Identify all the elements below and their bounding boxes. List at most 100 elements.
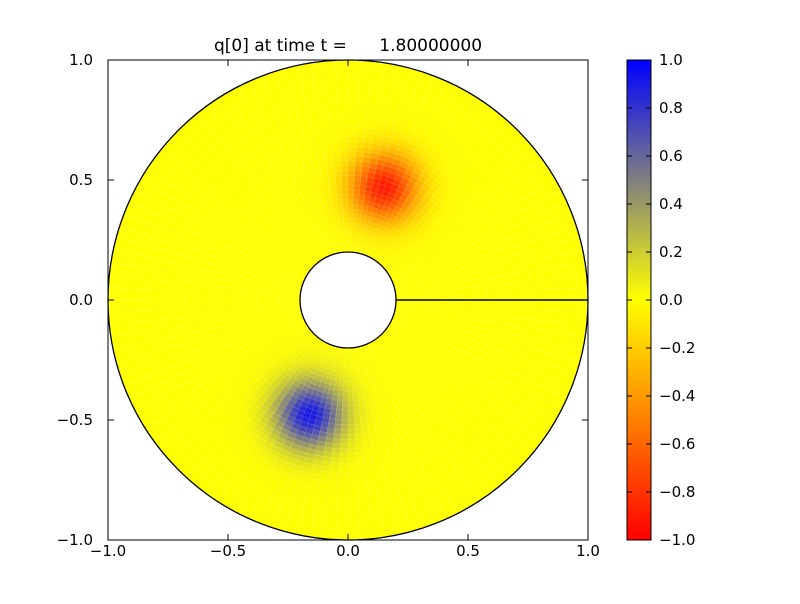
field-cell xyxy=(247,295,252,300)
field-cell xyxy=(348,218,352,223)
field-cell xyxy=(330,462,339,467)
field-cell xyxy=(521,300,526,309)
field-cell xyxy=(348,449,356,454)
field-cell xyxy=(257,300,262,305)
field-cell xyxy=(344,362,348,367)
field-cell xyxy=(501,292,506,300)
field-cell xyxy=(243,305,248,311)
field-cell xyxy=(359,400,365,405)
field-cell xyxy=(348,103,358,108)
field-cell xyxy=(420,292,425,296)
field-cell xyxy=(214,293,219,300)
field-cell xyxy=(352,381,357,386)
field-cell xyxy=(332,151,340,156)
field-cell xyxy=(352,219,357,224)
field-cell xyxy=(338,113,348,118)
field-cell xyxy=(348,401,354,406)
field-cell xyxy=(339,127,348,132)
field-cell xyxy=(348,487,358,492)
field-cell xyxy=(344,223,348,228)
field-cell xyxy=(336,530,348,535)
field-cell xyxy=(218,300,223,307)
field-cell xyxy=(295,300,300,303)
field-cell xyxy=(348,94,359,99)
field-cell xyxy=(342,415,348,420)
field-cell xyxy=(353,199,359,204)
field-cell xyxy=(342,410,348,415)
field-cell xyxy=(472,307,477,314)
field-cell xyxy=(342,405,348,410)
field-cell xyxy=(355,161,363,166)
field-cell xyxy=(341,425,348,430)
field-cell xyxy=(449,300,454,306)
field-cell xyxy=(344,367,348,372)
field-cell xyxy=(348,410,354,415)
field-cell xyxy=(348,122,357,127)
field-cell xyxy=(339,468,348,473)
field-cell xyxy=(341,166,348,171)
field-cell xyxy=(348,214,353,219)
field-cell xyxy=(354,190,360,195)
field-cell xyxy=(267,304,272,309)
field-cell xyxy=(336,185,342,190)
field-cell xyxy=(194,300,199,308)
field-cell xyxy=(348,482,358,487)
field-cell xyxy=(525,300,530,310)
field-cell xyxy=(335,175,342,180)
field-cell xyxy=(333,434,341,439)
field-cell xyxy=(348,372,352,377)
field-cell xyxy=(335,180,342,185)
field-cell xyxy=(257,286,262,291)
field-cell xyxy=(348,65,360,70)
field-cell xyxy=(348,377,352,382)
field-cell xyxy=(343,396,348,401)
field-cell xyxy=(267,291,272,296)
field-cell xyxy=(458,300,463,306)
field-cell xyxy=(204,300,209,308)
field-cell xyxy=(348,530,360,535)
field-cell xyxy=(569,300,574,312)
field-cell xyxy=(348,74,360,79)
field-cell xyxy=(166,300,171,310)
field-cell xyxy=(348,396,353,401)
field-cell xyxy=(434,290,439,295)
field-cell xyxy=(243,289,248,295)
field-cell xyxy=(336,525,348,530)
field-cell xyxy=(491,284,496,292)
field-cell xyxy=(209,293,214,300)
field-cell xyxy=(424,291,429,296)
field-cell xyxy=(342,401,348,406)
field-cell xyxy=(132,289,137,300)
field-cell xyxy=(348,142,356,147)
field-cell xyxy=(486,307,491,315)
field-cell xyxy=(118,300,123,312)
field-cell xyxy=(448,283,453,289)
field-cell xyxy=(228,306,233,313)
field-cell xyxy=(127,288,132,300)
field-cell xyxy=(156,300,161,310)
field-cell xyxy=(348,362,352,367)
field-cell xyxy=(175,309,180,318)
field-cell xyxy=(199,284,204,292)
field-cell xyxy=(262,291,267,296)
field-cell xyxy=(453,306,458,312)
field-cell xyxy=(348,429,355,434)
field-cell xyxy=(223,293,228,300)
field-cell xyxy=(348,463,357,468)
field-cell xyxy=(113,300,118,312)
field-cell xyxy=(482,293,487,300)
field-cell xyxy=(341,420,348,425)
field-cell xyxy=(356,142,365,147)
field-cell xyxy=(472,286,477,293)
field-cell xyxy=(501,300,506,308)
field-cell xyxy=(248,310,253,316)
field-cell xyxy=(333,390,338,395)
field-cell xyxy=(337,506,348,511)
field-cell xyxy=(337,400,343,405)
field-cell xyxy=(342,180,348,185)
field-cell xyxy=(338,482,348,487)
field-cell xyxy=(359,195,365,200)
field-cell xyxy=(439,305,444,310)
field-cell xyxy=(353,400,359,405)
field-cell xyxy=(355,156,363,161)
